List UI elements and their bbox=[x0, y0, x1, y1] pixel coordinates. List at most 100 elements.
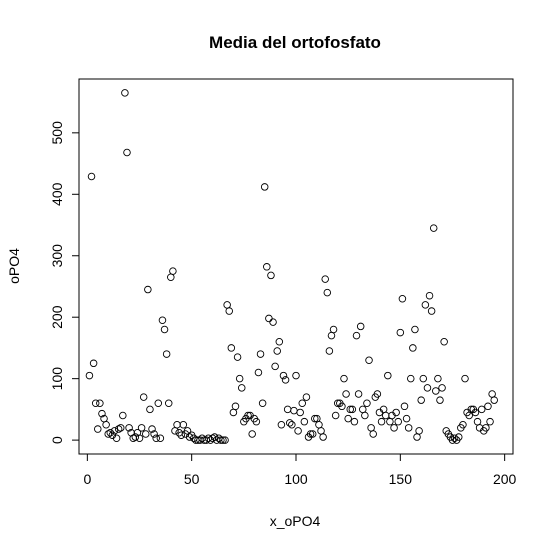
data-point bbox=[359, 405, 367, 414]
data-point bbox=[363, 399, 371, 407]
data-point bbox=[258, 399, 267, 407]
data-point bbox=[231, 402, 240, 411]
data-point bbox=[327, 331, 336, 340]
data-point bbox=[102, 420, 110, 429]
data-point bbox=[87, 172, 96, 181]
data-point bbox=[233, 353, 242, 361]
data-point bbox=[394, 417, 402, 426]
data-point bbox=[119, 411, 127, 420]
data-point bbox=[217, 436, 225, 444]
data-point bbox=[185, 433, 194, 441]
data-point bbox=[308, 430, 317, 438]
data-point bbox=[294, 427, 302, 435]
y-tick-label: 500 bbox=[49, 121, 65, 145]
x-tick-label: 150 bbox=[389, 471, 413, 487]
data-point bbox=[267, 271, 275, 280]
data-point bbox=[144, 285, 152, 294]
x-tick-label: 100 bbox=[284, 471, 308, 487]
data-point bbox=[419, 374, 428, 383]
data-point bbox=[229, 408, 238, 417]
data-point bbox=[162, 350, 171, 358]
data-point bbox=[265, 314, 273, 323]
data-point bbox=[390, 424, 398, 432]
data-point bbox=[254, 368, 263, 377]
data-point bbox=[434, 374, 442, 383]
data-point bbox=[429, 224, 438, 232]
data-point bbox=[323, 288, 332, 297]
data-point bbox=[317, 427, 325, 435]
data-point bbox=[319, 433, 327, 441]
data-point bbox=[367, 424, 375, 432]
data-point bbox=[167, 273, 175, 282]
data-point bbox=[85, 371, 94, 380]
x-axis-label: x_oPO4 bbox=[270, 513, 321, 529]
data-point bbox=[402, 414, 411, 423]
data-point bbox=[89, 359, 98, 368]
data-point bbox=[152, 434, 160, 443]
data-point bbox=[329, 325, 338, 334]
data-point bbox=[104, 430, 112, 438]
data-point bbox=[369, 430, 377, 438]
data-point bbox=[432, 387, 440, 395]
data-point bbox=[169, 267, 177, 275]
data-point bbox=[461, 374, 469, 383]
data-point bbox=[455, 433, 463, 441]
data-point bbox=[484, 402, 492, 411]
data-point bbox=[215, 434, 223, 443]
data-point bbox=[160, 325, 169, 334]
data-point bbox=[131, 433, 140, 441]
data-point bbox=[386, 417, 394, 426]
data-point bbox=[146, 405, 154, 414]
data-point bbox=[436, 396, 444, 404]
y-tick-label: 400 bbox=[49, 182, 65, 206]
chart-title: Media del ortofosfato bbox=[209, 33, 381, 52]
data-point bbox=[486, 417, 494, 426]
data-point bbox=[417, 396, 425, 404]
data-point bbox=[477, 405, 486, 414]
data-point bbox=[288, 420, 296, 429]
data-point bbox=[283, 405, 292, 414]
data-point bbox=[248, 430, 256, 438]
data-point bbox=[142, 430, 150, 438]
data-point bbox=[296, 408, 304, 417]
data-point bbox=[177, 431, 185, 439]
data-point bbox=[396, 328, 405, 337]
data-point bbox=[271, 362, 279, 371]
data-point bbox=[290, 406, 298, 415]
data-point bbox=[292, 371, 300, 380]
data-point bbox=[125, 424, 133, 432]
data-point bbox=[450, 434, 459, 443]
data-point bbox=[137, 424, 146, 432]
data-point bbox=[91, 399, 100, 407]
data-point bbox=[400, 402, 409, 411]
data-point bbox=[331, 411, 340, 420]
data-point bbox=[392, 408, 400, 417]
data-point bbox=[252, 417, 261, 426]
y-tick-label: 0 bbox=[49, 436, 65, 444]
data-point bbox=[300, 417, 309, 426]
data-point bbox=[173, 420, 181, 429]
data-point bbox=[459, 420, 467, 429]
data-point bbox=[116, 424, 125, 432]
data-points bbox=[85, 89, 498, 444]
data-point bbox=[354, 390, 363, 398]
data-point bbox=[150, 430, 158, 438]
data-point bbox=[350, 417, 359, 426]
data-point bbox=[427, 307, 436, 315]
data-point bbox=[269, 318, 277, 326]
data-point bbox=[273, 347, 281, 355]
data-point bbox=[411, 325, 419, 334]
data-point bbox=[260, 183, 269, 191]
x-axis: 0 50 100 150 200 bbox=[83, 453, 517, 487]
data-point bbox=[356, 322, 365, 331]
data-point bbox=[381, 411, 390, 420]
data-point bbox=[106, 428, 115, 437]
data-point bbox=[315, 420, 323, 429]
y-axis-label: oPO4 bbox=[6, 248, 22, 284]
data-point bbox=[473, 417, 482, 426]
data-point bbox=[154, 399, 163, 407]
data-point bbox=[244, 411, 252, 420]
data-point bbox=[413, 433, 421, 441]
x-tick-label: 200 bbox=[493, 471, 517, 487]
